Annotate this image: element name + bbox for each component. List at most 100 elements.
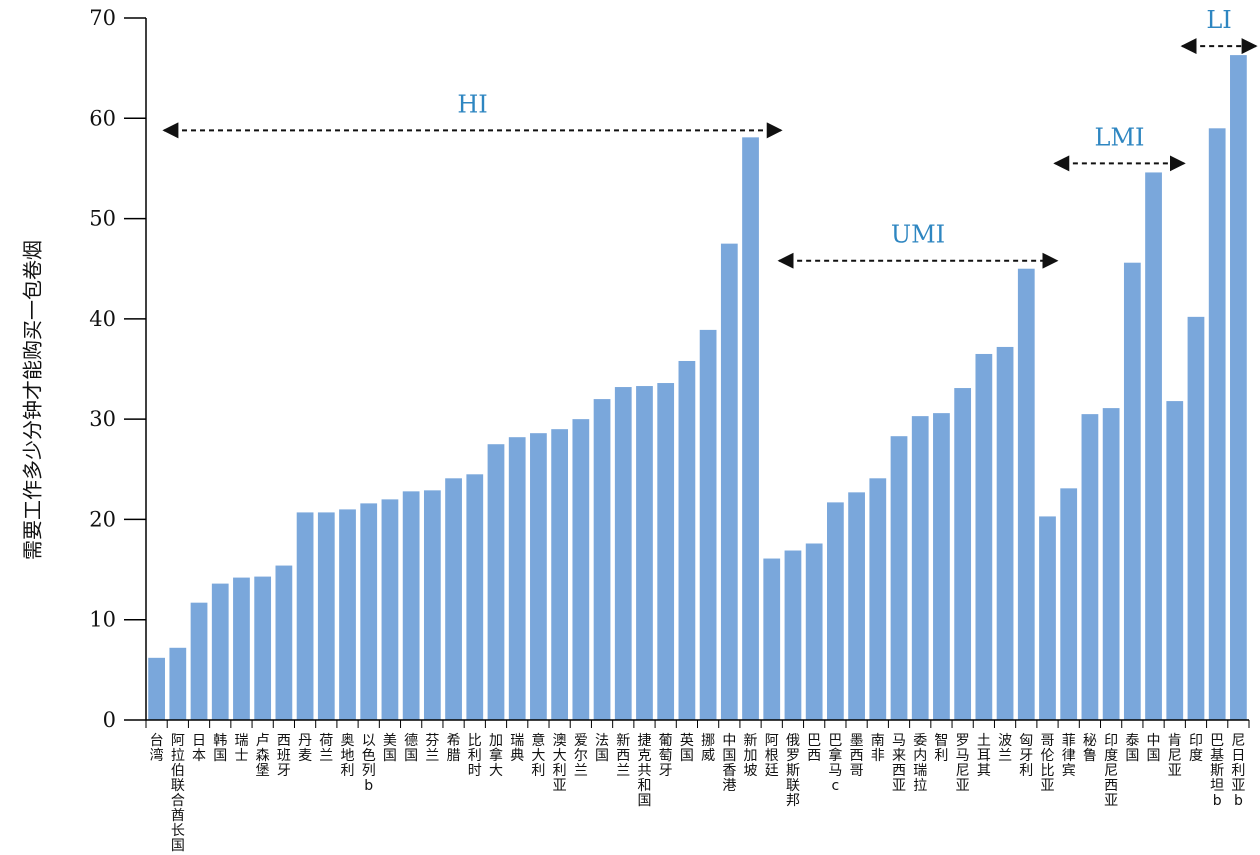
bar	[1145, 172, 1162, 720]
category-label: 德国	[404, 733, 418, 764]
category-label: 希腊	[447, 733, 461, 764]
category-label: 新西兰	[616, 733, 630, 779]
bar	[360, 503, 378, 720]
category-label: 意大利	[531, 732, 545, 779]
bar	[933, 413, 950, 720]
bar	[487, 444, 505, 720]
category-label: 台湾	[150, 733, 164, 764]
category-label: 卢森堡	[256, 733, 270, 779]
bar	[593, 399, 611, 720]
category-label: 泰国	[1125, 733, 1139, 764]
category-label: 西班牙	[277, 733, 291, 779]
category-label: 芬兰	[425, 733, 439, 764]
category-label: 荷兰	[319, 733, 333, 764]
category-label: 丹麦	[298, 733, 312, 764]
category-label: 以色列 b	[362, 733, 376, 794]
group-label: LMI	[1095, 123, 1145, 151]
category-label: 比利时	[468, 733, 482, 779]
category-label: 印度	[1189, 733, 1203, 764]
bar	[848, 492, 865, 720]
category-label: 瑞士	[234, 733, 248, 764]
bar	[339, 509, 356, 720]
bar	[805, 543, 823, 720]
bar	[296, 512, 314, 720]
category-label: 新加坡	[744, 733, 758, 779]
category-label: 肯尼亚	[1168, 733, 1182, 779]
category-label: 印度尼西亚	[1104, 733, 1118, 809]
bar	[423, 490, 441, 720]
category-label: 尼日利亚 b	[1231, 733, 1245, 809]
bar	[954, 388, 972, 720]
group-label: LI	[1206, 6, 1231, 34]
category-label: 阿拉伯联合酋长国	[171, 733, 185, 854]
category-label: 土耳其	[977, 733, 991, 779]
bar	[572, 419, 590, 720]
y-tick-label: 60	[89, 106, 116, 130]
bar	[1187, 316, 1205, 720]
category-label: 委内瑞拉	[913, 733, 927, 794]
category-label: 墨西哥	[850, 733, 864, 779]
bar	[763, 558, 781, 720]
bar	[317, 512, 335, 720]
bar	[169, 647, 187, 720]
y-tick-label: 10	[89, 608, 116, 632]
y-tick-label: 30	[89, 407, 116, 431]
bars-layer	[148, 55, 1247, 721]
bar	[148, 657, 165, 720]
category-label: 葡萄牙	[659, 733, 673, 779]
category-label: 韩国	[213, 733, 227, 764]
category-label: 巴拿马 c	[828, 733, 842, 794]
category-label: 爱尔兰	[574, 733, 588, 779]
category-label: 中国香港	[722, 733, 736, 794]
bar	[614, 387, 632, 720]
bar	[657, 383, 675, 720]
category-label: 瑞典	[510, 733, 524, 764]
bar	[1230, 55, 1247, 721]
y-tick-label: 50	[89, 207, 116, 231]
y-tick-label: 0	[103, 708, 116, 732]
bar	[742, 137, 759, 721]
category-label: 哥伦比亚	[1040, 733, 1054, 794]
bar	[402, 491, 420, 720]
category-label: 波兰	[998, 733, 1012, 764]
category-label: 秘鲁	[1083, 733, 1097, 764]
bar	[1060, 488, 1078, 720]
category-label: 菲律宾	[1062, 733, 1076, 779]
bar	[784, 550, 802, 720]
category-label: 智利	[934, 733, 948, 764]
bar	[508, 437, 526, 720]
bar	[1039, 516, 1056, 720]
bar	[1208, 128, 1226, 720]
axes-layer: 0 10 20 30 40 50 60 70	[89, 6, 1250, 732]
y-tick-label: 40	[89, 307, 116, 331]
category-label: 挪威	[701, 733, 715, 764]
category-label: 捷克共和国	[637, 733, 651, 809]
bar	[720, 243, 738, 720]
bar	[996, 346, 1014, 720]
group-label: HI	[457, 90, 487, 118]
bar	[381, 499, 399, 720]
bar	[211, 583, 229, 720]
bar	[1017, 268, 1035, 720]
category-label: 日本	[192, 733, 206, 764]
category-label: 澳大利亚	[553, 733, 567, 794]
bar	[254, 576, 272, 720]
income-groups-layer: HI UMI LMI LI	[162, 6, 1258, 269]
bar	[699, 329, 717, 720]
category-label: 南非	[871, 733, 885, 764]
bar	[1081, 414, 1099, 720]
bar	[466, 474, 484, 720]
bar	[1166, 401, 1184, 720]
category-label: 中国	[1147, 733, 1161, 764]
bar	[911, 416, 929, 720]
bar	[1123, 262, 1141, 720]
bar	[869, 478, 887, 720]
bar	[190, 602, 208, 720]
bar	[975, 353, 993, 720]
category-label: 法国	[595, 733, 609, 764]
category-label: 马来西亚	[892, 733, 906, 794]
category-label: 阿根廷	[765, 733, 779, 779]
bar	[890, 436, 908, 720]
